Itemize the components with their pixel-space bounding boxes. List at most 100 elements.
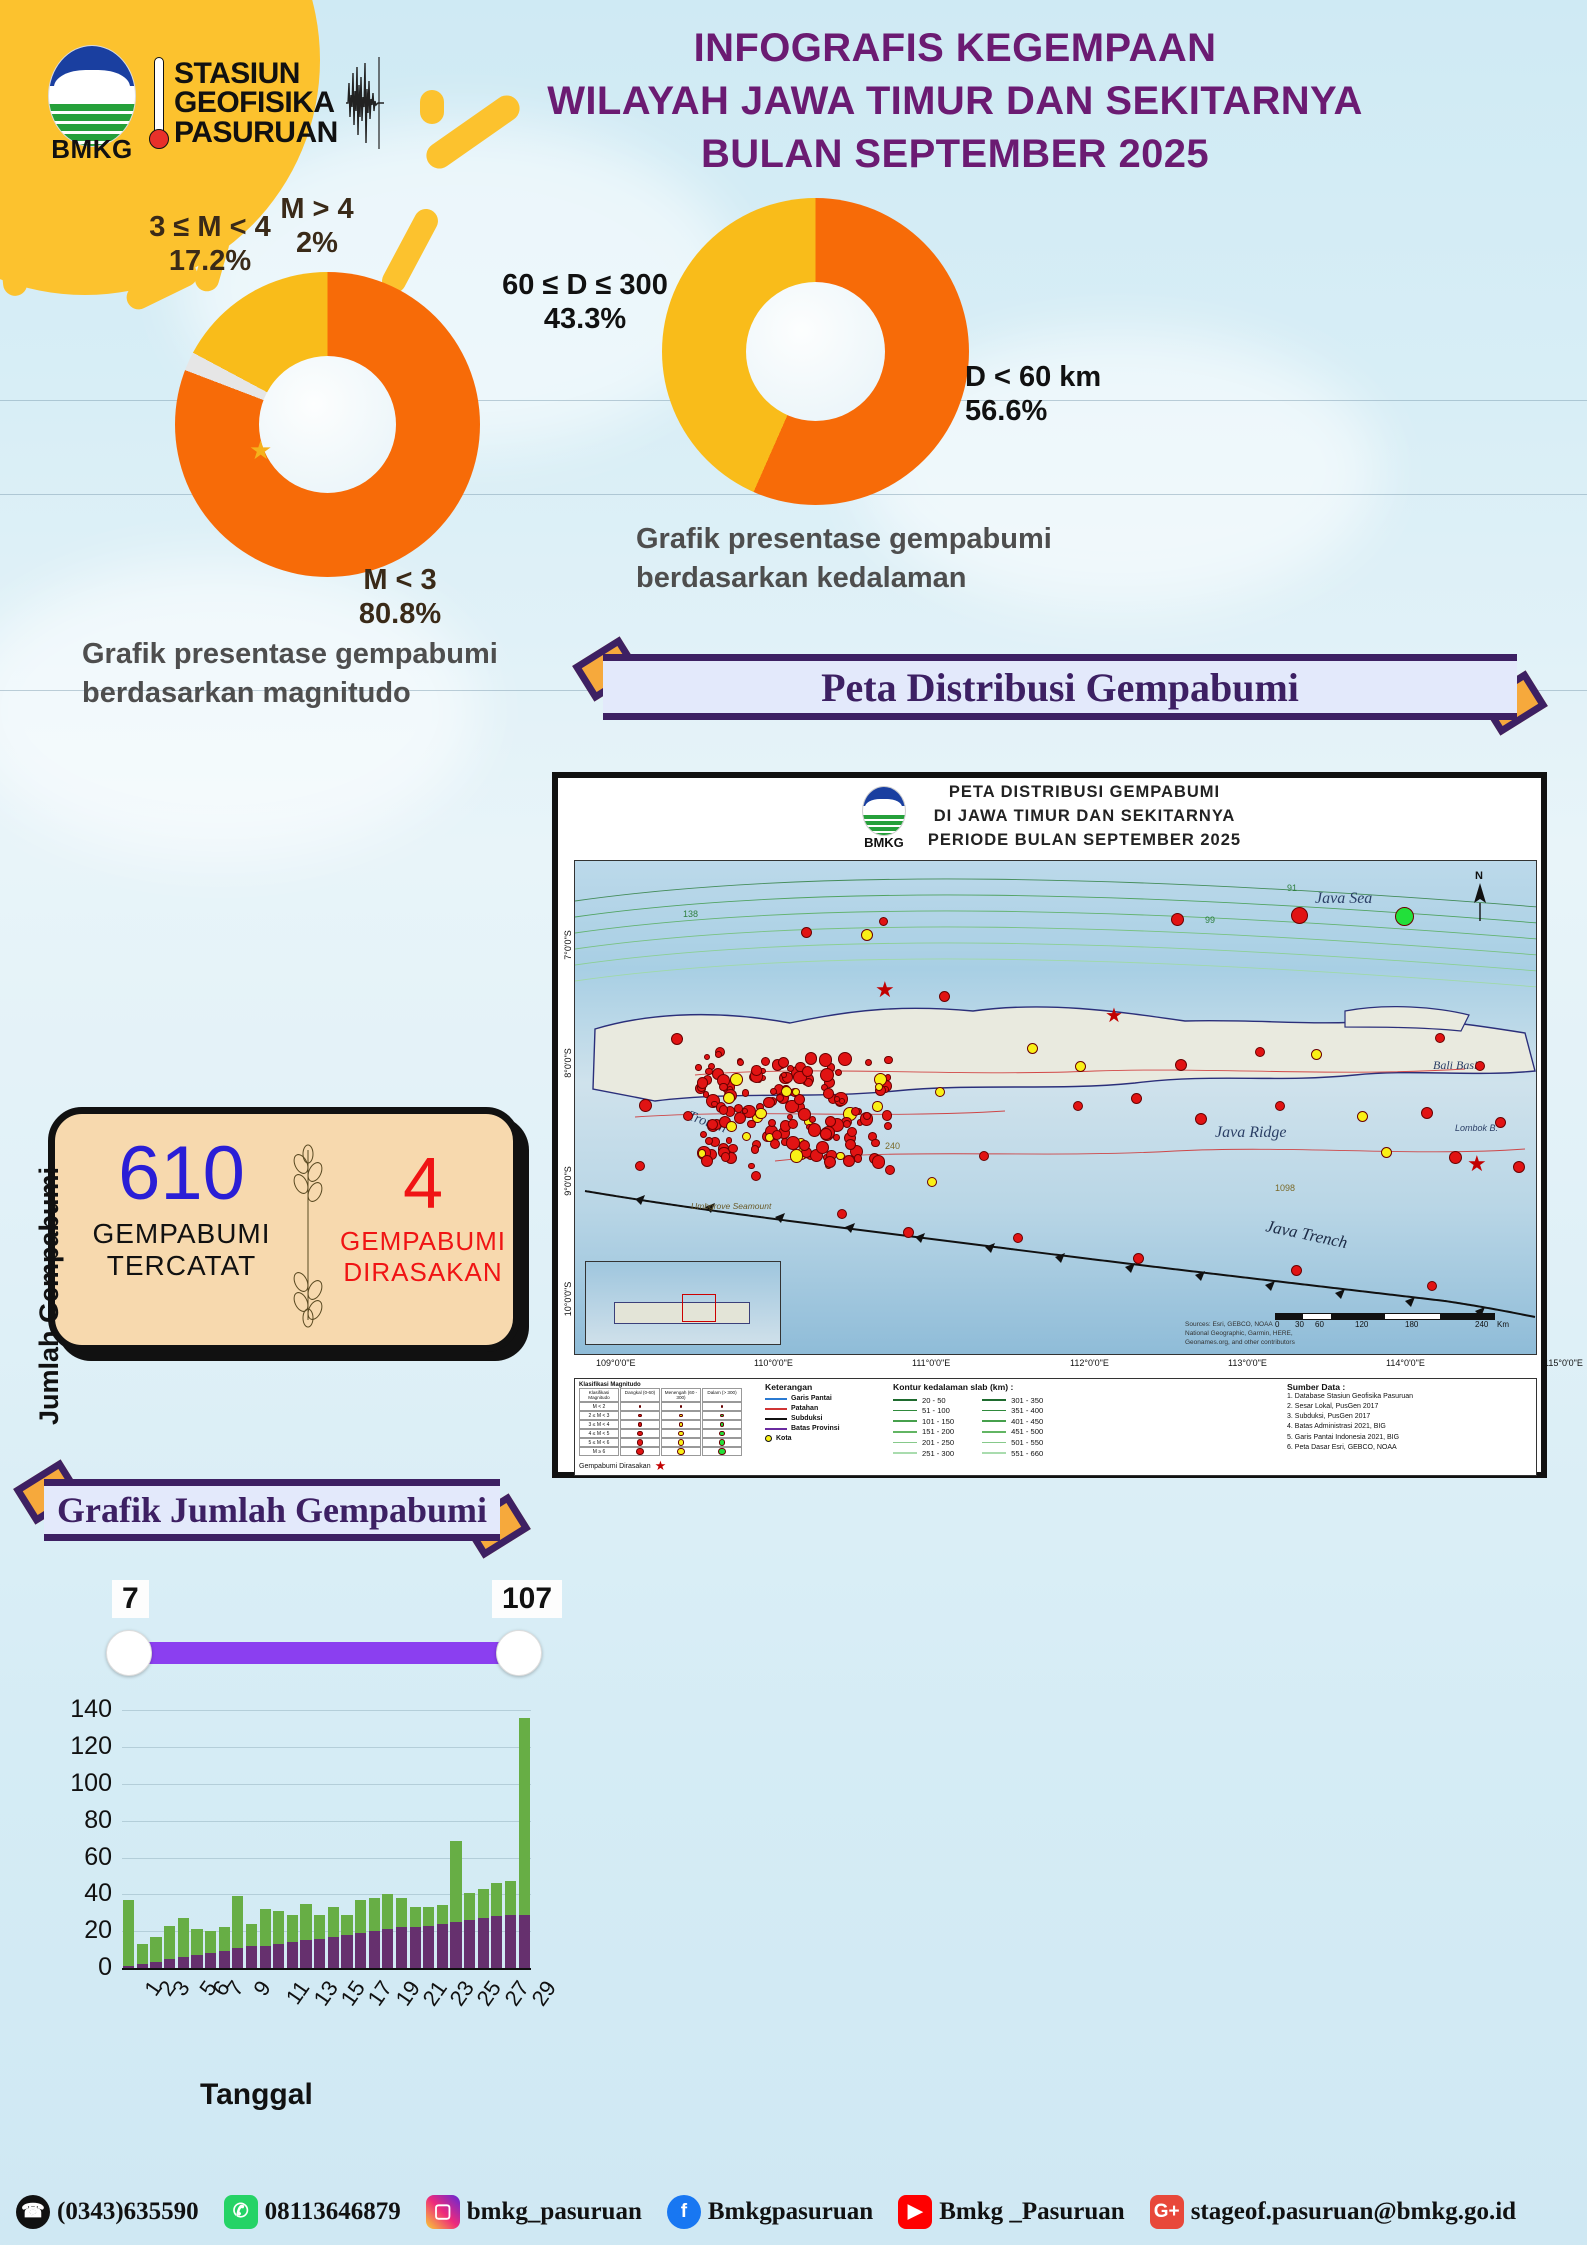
quake-marker bbox=[808, 1116, 816, 1124]
bmkg-logo-icon: BMKG bbox=[42, 45, 142, 164]
quake-marker bbox=[872, 1155, 886, 1169]
legend-mag-label: M < 2 bbox=[579, 1402, 619, 1411]
footer-contact-item[interactable]: ▶ Bmkg _Pasuruan bbox=[898, 2194, 1125, 2229]
chart-bar-lower bbox=[273, 1944, 285, 1968]
quake-marker bbox=[807, 1123, 821, 1137]
chart-bar-upper bbox=[205, 1931, 217, 1954]
magnitude-low-pct: 80.8% bbox=[358, 598, 442, 631]
legend-contour-line-icon bbox=[893, 1431, 917, 1433]
svg-text:138: 138 bbox=[683, 909, 698, 919]
legend-mag-row: 2 ≤ M < 3 bbox=[579, 1411, 755, 1420]
quake-marker bbox=[882, 1110, 893, 1121]
chart-bar-upper bbox=[354, 1899, 367, 1933]
footer-contact-item[interactable]: ▢ bmkg_pasuruan bbox=[425, 2194, 642, 2229]
map-lon-tick: 110°0'0"E bbox=[754, 1358, 793, 1368]
facebook-icon[interactable]: f bbox=[666, 2194, 701, 2229]
legend-contour-label: 501 - 550 bbox=[1011, 1437, 1044, 1447]
quake-marker bbox=[761, 1057, 770, 1066]
footer-contact-item[interactable]: ☎ (0343)635590 bbox=[16, 2194, 199, 2229]
chart-bar-lower bbox=[341, 1934, 353, 1968]
quake-marker bbox=[1435, 1033, 1445, 1043]
chart-bar-lower bbox=[395, 1927, 408, 1968]
slider-max-value: 107 bbox=[492, 1580, 563, 1618]
phone-icon[interactable]: ☎ bbox=[16, 2194, 50, 2229]
chart-bar-upper bbox=[327, 1907, 339, 1937]
quake-marker bbox=[718, 1105, 729, 1115]
legend-contour-line-icon bbox=[893, 1441, 917, 1444]
quake-marker bbox=[734, 1112, 747, 1125]
quake-marker bbox=[875, 1083, 884, 1092]
donut-hole bbox=[259, 356, 396, 493]
youtube-icon[interactable]: ▶ bbox=[898, 2194, 933, 2229]
google-plus-icon[interactable]: G+ bbox=[1149, 2194, 1184, 2229]
footer-contact-item[interactable]: f Bmkgpasuruan bbox=[666, 2194, 873, 2229]
felt-quake-star: ★ bbox=[875, 977, 895, 1002]
chart-bar-lower bbox=[450, 1921, 462, 1968]
chart-y-tick: 120 bbox=[70, 1732, 112, 1761]
chart-y-tick: 60 bbox=[84, 1842, 112, 1871]
title-line-2: WILAYAH JAWA TIMUR DAN SEKITARNYA bbox=[547, 78, 1363, 123]
legend-source-item: 4. Batas Administrasi 2021, BIG bbox=[1287, 1423, 1386, 1431]
legend-mag-swatch bbox=[620, 1447, 660, 1456]
chart-bar-lower bbox=[136, 1964, 149, 1968]
quake-marker bbox=[671, 1033, 683, 1045]
range-slider-knob-max[interactable] bbox=[496, 1630, 542, 1676]
quake-marker bbox=[1449, 1151, 1462, 1164]
legend-line-red-icon bbox=[765, 1407, 787, 1410]
chart-bar-upper bbox=[232, 1896, 244, 1948]
chart-gridline bbox=[122, 1710, 531, 1712]
quake-marker bbox=[715, 1051, 723, 1059]
quake-marker bbox=[801, 1065, 814, 1077]
map-credit-line-1: Sources: Esri, GEBCO, NOAA bbox=[1185, 1321, 1273, 1328]
range-slider-knob-min[interactable] bbox=[106, 1630, 152, 1676]
whatsapp-icon[interactable]: ✆ bbox=[223, 2194, 258, 2229]
chart-bar-lower bbox=[518, 1914, 530, 1968]
chart-bar-lower bbox=[477, 1918, 489, 1968]
legend-mag-label: 3 ≤ M < 4 bbox=[579, 1420, 619, 1429]
map-lon-tick: 109°0'0"E bbox=[596, 1358, 636, 1368]
quake-marker bbox=[742, 1132, 752, 1142]
legend-source-item: 1. Database Stasiun Geofisika Pasuruan bbox=[1287, 1393, 1414, 1400]
chart-x-tick: 9 bbox=[248, 1976, 277, 2001]
quake-marker bbox=[835, 1069, 843, 1077]
footer-contact-label: 08113646879 bbox=[264, 2197, 401, 2225]
map-lat-tick: 7°0'0"S bbox=[563, 930, 573, 960]
banner-bar bbox=[44, 1479, 500, 1541]
earthquake-distribution-map: BMKG PETA DISTRIBUSI GEMPABUMI DI JAWA T… bbox=[552, 772, 1583, 1478]
station-logo: BMKG STASIUN GEOFISIKA PASURUAN bbox=[42, 45, 386, 164]
map-banner: Peta Distribusi Gempabumi bbox=[572, 636, 1548, 736]
magnitude-high-range: M > 4 bbox=[280, 193, 354, 225]
quake-marker bbox=[1013, 1233, 1023, 1243]
chart-bar-lower bbox=[314, 1938, 326, 1968]
thermometer-icon bbox=[148, 57, 170, 149]
felt-quake-star: ★ bbox=[1105, 1005, 1123, 1027]
chart-gridline bbox=[122, 1894, 531, 1896]
footer-contact-item[interactable]: ✆ 08113646879 bbox=[223, 2194, 401, 2229]
quake-marker bbox=[734, 1104, 744, 1114]
legend-contour-line-icon bbox=[982, 1409, 1007, 1412]
chart-gridline bbox=[122, 1857, 531, 1859]
quake-marker bbox=[1171, 913, 1184, 926]
footer-contact-item[interactable]: G+ stageof.pasuruan@bmkg.go.id bbox=[1149, 2194, 1516, 2229]
legend-contour-row: 51 - 100 bbox=[893, 1406, 954, 1415]
magnitude-label-low: M < 3 80.8% bbox=[300, 563, 500, 631]
legend-contour-row: 301 - 350 bbox=[982, 1396, 1043, 1405]
quake-marker bbox=[883, 1055, 893, 1065]
map-canvas[interactable]: N Java Sea Java Ridge Java Trench Bali B… bbox=[574, 860, 1537, 1355]
chart-bar-upper bbox=[436, 1905, 448, 1924]
quake-marker bbox=[1131, 1093, 1142, 1104]
range-slider-track[interactable] bbox=[138, 1642, 520, 1664]
legend-mag-swatch bbox=[702, 1447, 742, 1456]
quake-marker bbox=[775, 1093, 785, 1103]
chart-bar-upper bbox=[150, 1936, 162, 1963]
legend-source-item: 2. Sesar Lokal, PusGen 2017 bbox=[1287, 1403, 1379, 1411]
map-lon-tick: 111°0'0"E bbox=[912, 1358, 951, 1368]
quake-marker bbox=[704, 1136, 713, 1145]
instagram-icon[interactable]: ▢ bbox=[425, 2194, 460, 2229]
legend-mag-swatch bbox=[661, 1429, 701, 1438]
legend-mag-label: 5 ≤ M < 6 bbox=[579, 1438, 619, 1447]
map-title-line-1: PETA DISTRIBUSI GEMPABUMI bbox=[948, 783, 1221, 802]
map-lon-tick: 115°0'0"E bbox=[1544, 1358, 1583, 1368]
map-bmkg-logo-icon: BMKG bbox=[858, 786, 910, 850]
station-line-1: STASIUN bbox=[174, 57, 300, 91]
